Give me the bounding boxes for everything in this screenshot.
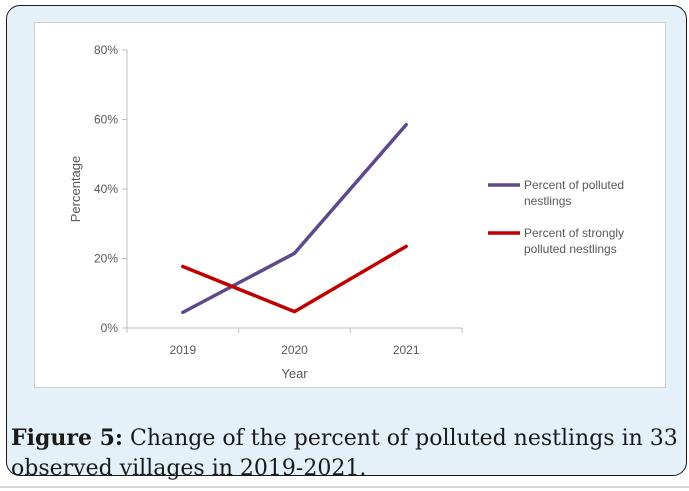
series-line-1 (181, 122, 408, 315)
y-tick-label: 40% (94, 182, 118, 196)
caption-text: Change of the percent of polluted nestli… (11, 426, 678, 481)
y-tick-label: 60% (94, 113, 118, 127)
x-tick-label: 2019 (169, 343, 196, 357)
legend-label-2: Percent of strongly polluted nestlings (524, 226, 624, 256)
chart-area (34, 22, 666, 388)
series-line-2 (181, 244, 408, 314)
figure-caption: Figure 5: Change of the percent of pollu… (11, 423, 681, 484)
caption-label: Figure 5: (11, 425, 124, 451)
x-tick-label: 2020 (281, 343, 308, 357)
y-axis-label: Percentage (68, 156, 83, 223)
bottom-divider (0, 486, 689, 488)
y-tick-label: 20% (94, 252, 118, 266)
x-tick-label: 2021 (393, 343, 420, 357)
y-tick-label: 80% (94, 43, 118, 57)
y-tick-label: 0% (101, 321, 119, 335)
legend-label-1: Percent of polluted nestlings (524, 178, 624, 208)
x-axis-label: Year (281, 366, 308, 381)
line-chart: 0% 20% 40% 60% 80% 2019 2020 2021 Year Percentage… (68, 43, 624, 381)
